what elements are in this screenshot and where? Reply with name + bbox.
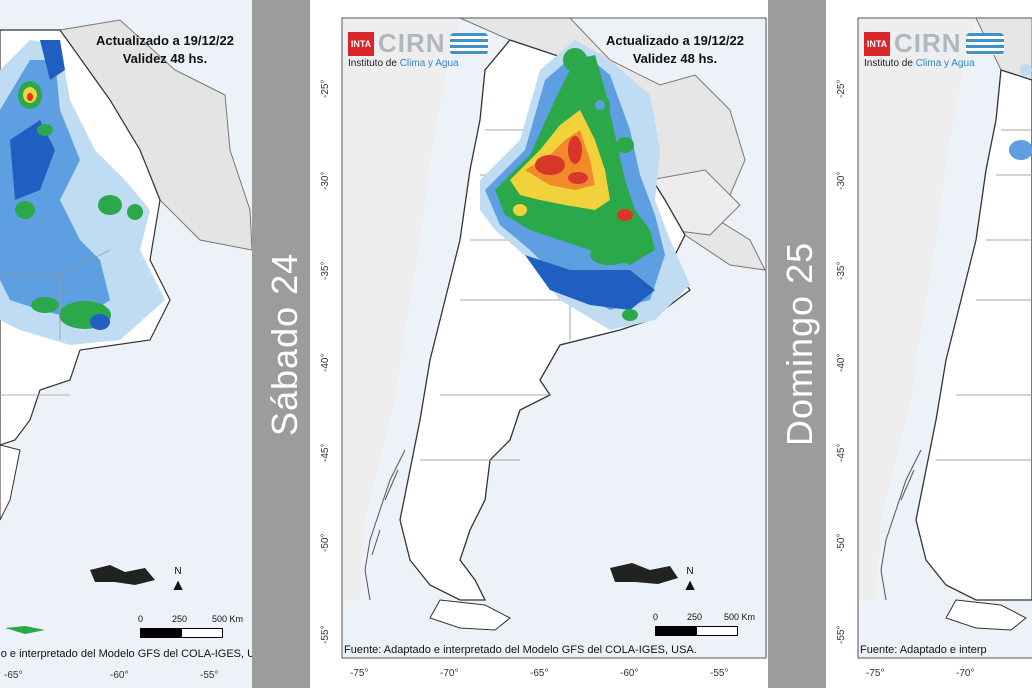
scale-bar-white (696, 626, 738, 636)
institute-highlight: Clima y Agua (399, 58, 459, 69)
scale-label-0: 0 (653, 612, 659, 622)
cirn-wordmark: CIRN (378, 28, 446, 58)
cirn-logo: INTA CIRN (348, 28, 488, 59)
institute-highlight: Clima y Agua (915, 58, 975, 69)
water-waves-icon (449, 32, 488, 55)
inta-logo-icon: INTA (864, 31, 890, 56)
lat-tick: -35° (320, 261, 331, 280)
lat-tick: -40° (320, 353, 331, 372)
north-label: N (174, 566, 182, 577)
lon-tick: -70° (956, 668, 975, 679)
map-panel-saturday: INTA CIRN Instituto de Clima y Agua Actu… (310, 0, 768, 688)
precipitation-map (341, 17, 767, 659)
lat-tick: -50° (320, 533, 331, 552)
lat-tick: -35° (836, 261, 847, 280)
lat-tick: -45° (320, 443, 331, 462)
lon-tick: -75° (350, 668, 369, 679)
institute-name: Instituto de Clima y Agua (864, 58, 975, 69)
map-panel-friday: Actualizado a 19/12/22 Validez 48 hs. N … (0, 0, 252, 688)
update-date: Actualizado a 19/12/22 (95, 33, 234, 48)
precipitation-map (0, 19, 252, 634)
scale-label-0: 0 (138, 614, 144, 624)
scale-bar-white (181, 628, 223, 638)
lon-tick: -75° (866, 668, 885, 679)
update-stamp: Actualizado a 19/12/22 Validez 48 hs. (70, 32, 252, 68)
scale-label-250: 250 (172, 614, 188, 624)
north-arrow: N ▲ (170, 566, 186, 595)
north-arrow-icon: ▲ (682, 577, 698, 594)
north-arrow: N ▲ (682, 566, 698, 595)
institute-prefix: Instituto de (864, 58, 916, 69)
map-panel-sunday: INTA CIRN Instituto de Clima y Agua -25°… (826, 0, 1032, 688)
update-stamp: Actualizado a 19/12/22 Validez 48 hs. (585, 32, 765, 68)
scale-bar-black (140, 628, 182, 638)
lat-tick: -55° (836, 625, 847, 644)
lat-tick: -25° (836, 79, 847, 98)
precipitation-map (857, 17, 1032, 659)
water-waves-icon (965, 32, 1004, 55)
north-arrow-icon: ▲ (170, 577, 186, 594)
lat-tick: -50° (836, 533, 847, 552)
cirn-wordmark: CIRN (894, 28, 962, 58)
source-note: Fuente: Adaptado e interp (860, 644, 987, 656)
scale-bar-black (655, 626, 697, 636)
day-label-saturday: Sábado 24 (264, 252, 305, 436)
lat-tick: -30° (836, 171, 847, 190)
source-note: Fuente: Adaptado e interpretado del Mode… (344, 644, 697, 656)
north-label: N (686, 566, 694, 577)
scale-label-500: 500 Km (724, 612, 756, 622)
scale-label-250: 250 (687, 612, 703, 622)
validity: Validez 48 hs. (122, 51, 208, 66)
inta-logo-icon: INTA (348, 31, 374, 56)
institute-prefix: Instituto de (348, 58, 400, 69)
lon-tick: -65° (4, 670, 23, 681)
lat-tick: -40° (836, 353, 847, 372)
update-date: Actualizado a 19/12/22 (605, 33, 744, 48)
lon-tick: -55° (200, 670, 219, 681)
lat-tick: -45° (836, 443, 847, 462)
lon-tick: -55° (710, 668, 729, 679)
lon-tick: -60° (620, 668, 639, 679)
lat-tick: -25° (320, 79, 331, 98)
lat-tick: -30° (320, 171, 331, 190)
lon-tick: -70° (440, 668, 459, 679)
validity: Validez 48 hs. (632, 51, 718, 66)
lat-tick: -55° (320, 625, 331, 644)
source-note: Fuente: Adaptado e interpretado del Mode… (0, 648, 252, 660)
lon-tick: -65° (530, 668, 549, 679)
institute-name: Instituto de Clima y Agua (348, 58, 459, 69)
day-label-sunday: Domingo 25 (779, 241, 820, 446)
cirn-logo: INTA CIRN (864, 28, 1004, 59)
lon-tick: -60° (110, 670, 129, 681)
scale-label-500: 500 Km (212, 614, 244, 624)
